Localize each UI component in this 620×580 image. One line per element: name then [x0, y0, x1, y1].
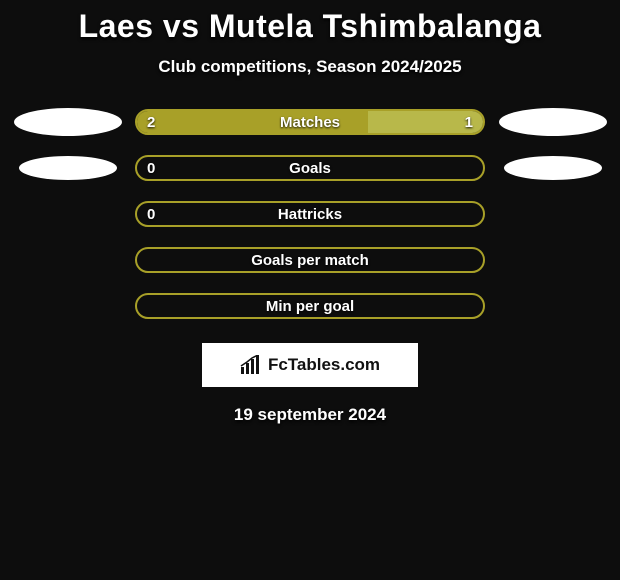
stat-row: Min per goal — [0, 293, 620, 319]
stat-row: 0Goals — [0, 155, 620, 181]
attribution-box[interactable]: FcTables.com — [202, 343, 418, 387]
stat-label: Goals per match — [137, 249, 483, 271]
stat-label: Min per goal — [137, 295, 483, 317]
right-logo-cell — [485, 108, 620, 136]
date-label: 19 september 2024 — [0, 405, 620, 425]
stat-bar: 0Goals — [135, 155, 485, 181]
attribution-text: FcTables.com — [268, 355, 380, 375]
chart-icon — [240, 355, 262, 375]
left-logo-cell — [0, 156, 135, 180]
stat-rows: 21Matches0Goals0HattricksGoals per match… — [0, 109, 620, 319]
club-logo-placeholder — [19, 156, 117, 180]
right-logo-cell — [485, 156, 620, 180]
club-logo-placeholder — [504, 156, 602, 180]
left-value: 2 — [147, 111, 155, 133]
stat-row: 0Hattricks — [0, 201, 620, 227]
right-value: 1 — [465, 111, 473, 133]
stat-row: 21Matches — [0, 109, 620, 135]
left-value: 0 — [147, 157, 155, 179]
stat-bar: 0Hattricks — [135, 201, 485, 227]
stat-bar: 21Matches — [135, 109, 485, 135]
left-logo-cell — [0, 108, 135, 136]
left-value: 0 — [147, 203, 155, 225]
club-logo-placeholder — [499, 108, 607, 136]
stat-label: Goals — [137, 157, 483, 179]
stat-label: Hattricks — [137, 203, 483, 225]
subtitle: Club competitions, Season 2024/2025 — [0, 57, 620, 77]
comparison-widget: Laes vs Mutela Tshimbalanga Club competi… — [0, 0, 620, 425]
stat-bar: Goals per match — [135, 247, 485, 273]
bar-fill-left — [137, 111, 368, 133]
page-title: Laes vs Mutela Tshimbalanga — [0, 8, 620, 45]
stat-bar: Min per goal — [135, 293, 485, 319]
stat-row: Goals per match — [0, 247, 620, 273]
club-logo-placeholder — [14, 108, 122, 136]
